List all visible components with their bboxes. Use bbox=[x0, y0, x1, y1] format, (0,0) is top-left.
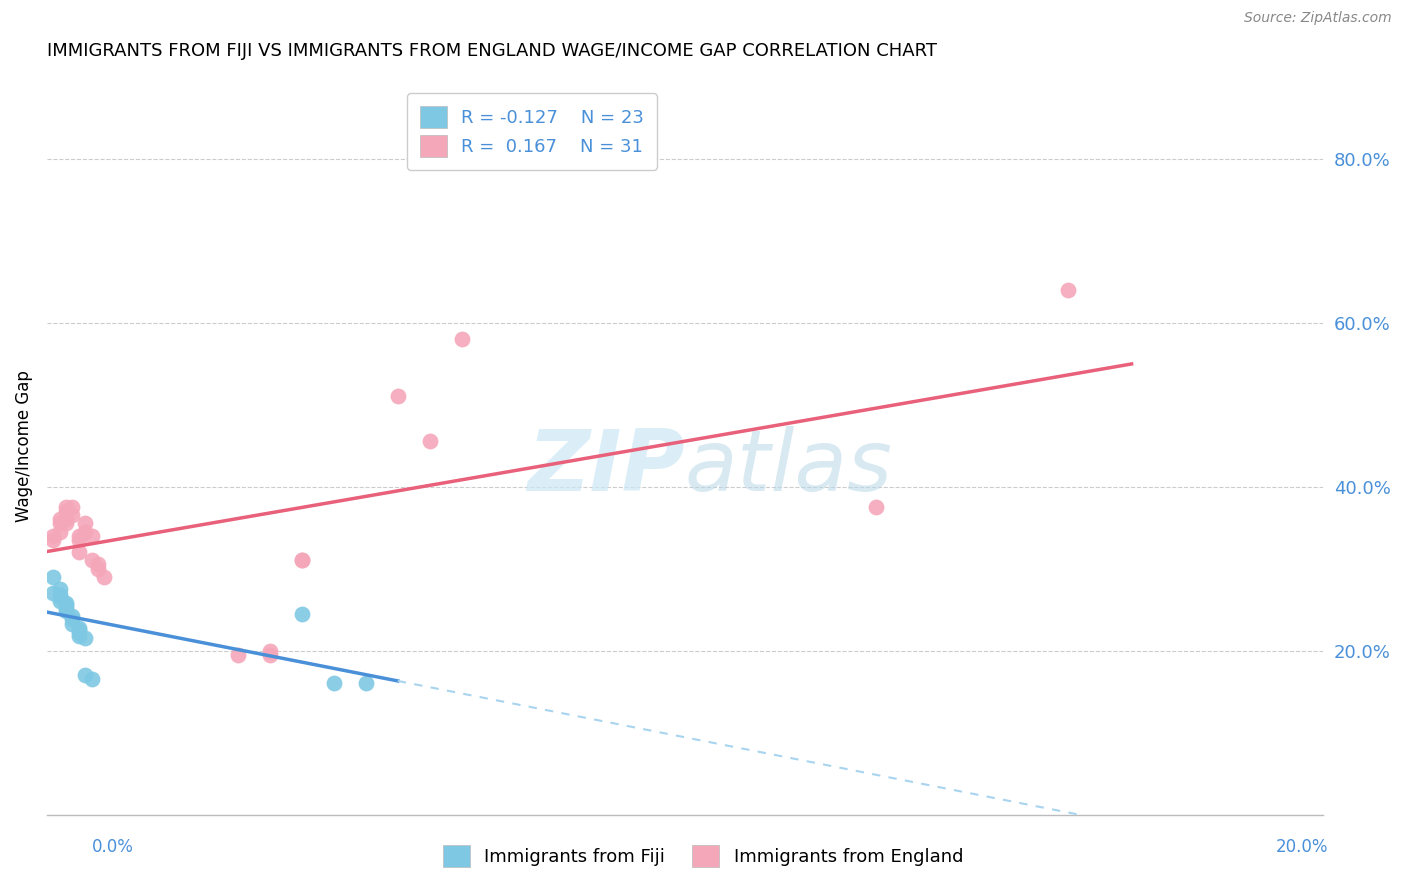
Point bbox=[323, 676, 346, 690]
Y-axis label: Wage/Income Gap: Wage/Income Gap bbox=[15, 369, 32, 522]
Point bbox=[93, 570, 115, 584]
Point bbox=[55, 601, 77, 615]
Point bbox=[42, 529, 65, 543]
Point bbox=[55, 599, 77, 613]
Text: Source: ZipAtlas.com: Source: ZipAtlas.com bbox=[1244, 12, 1392, 25]
Legend: Immigrants from Fiji, Immigrants from England: Immigrants from Fiji, Immigrants from En… bbox=[436, 838, 970, 874]
Point bbox=[62, 508, 84, 523]
Point bbox=[354, 676, 377, 690]
Point bbox=[67, 545, 90, 559]
Point bbox=[80, 529, 103, 543]
Point bbox=[259, 643, 281, 657]
Point bbox=[67, 529, 90, 543]
Point bbox=[67, 623, 90, 637]
Text: atlas: atlas bbox=[685, 426, 893, 509]
Point bbox=[226, 648, 249, 662]
Point bbox=[55, 512, 77, 526]
Point bbox=[75, 524, 97, 539]
Point bbox=[67, 629, 90, 643]
Point bbox=[87, 561, 110, 575]
Point bbox=[55, 516, 77, 531]
Point bbox=[67, 621, 90, 635]
Point bbox=[55, 596, 77, 610]
Point bbox=[387, 389, 409, 403]
Point bbox=[75, 516, 97, 531]
Text: IMMIGRANTS FROM FIJI VS IMMIGRANTS FROM ENGLAND WAGE/INCOME GAP CORRELATION CHAR: IMMIGRANTS FROM FIJI VS IMMIGRANTS FROM … bbox=[46, 42, 936, 60]
Point bbox=[42, 570, 65, 584]
Point bbox=[48, 516, 70, 531]
Point bbox=[67, 625, 90, 640]
Point bbox=[55, 504, 77, 518]
Point bbox=[48, 524, 70, 539]
Point bbox=[450, 332, 472, 346]
Point bbox=[62, 616, 84, 631]
Text: 0.0%: 0.0% bbox=[91, 838, 134, 855]
Point bbox=[75, 632, 97, 646]
Point bbox=[55, 500, 77, 514]
Point bbox=[80, 553, 103, 567]
Point bbox=[1056, 283, 1078, 297]
Point bbox=[865, 500, 887, 514]
Point bbox=[48, 512, 70, 526]
Point bbox=[80, 673, 103, 687]
Text: 20.0%: 20.0% bbox=[1277, 838, 1329, 855]
Legend: R = -0.127    N = 23, R =  0.167    N = 31: R = -0.127 N = 23, R = 0.167 N = 31 bbox=[406, 93, 657, 169]
Point bbox=[419, 434, 441, 449]
Point bbox=[87, 558, 110, 572]
Point bbox=[291, 607, 314, 621]
Point bbox=[75, 668, 97, 682]
Point bbox=[62, 500, 84, 514]
Point bbox=[291, 553, 314, 567]
Point bbox=[48, 591, 70, 605]
Point bbox=[291, 553, 314, 567]
Point bbox=[48, 594, 70, 608]
Point bbox=[55, 604, 77, 618]
Text: ZIP: ZIP bbox=[527, 426, 685, 509]
Point bbox=[62, 609, 84, 624]
Point bbox=[48, 582, 70, 596]
Point bbox=[48, 588, 70, 602]
Point bbox=[42, 533, 65, 547]
Point bbox=[42, 586, 65, 600]
Point bbox=[67, 533, 90, 547]
Point bbox=[259, 648, 281, 662]
Point bbox=[62, 612, 84, 626]
